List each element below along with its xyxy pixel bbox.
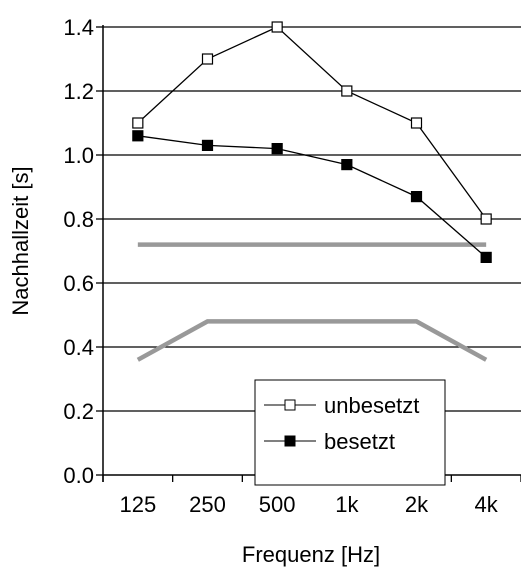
- y-axis-title: Nachhallzeit [s]: [8, 166, 33, 315]
- x-tick-label: 125: [119, 492, 156, 517]
- y-tick-label: 1.4: [63, 15, 94, 40]
- y-tick-label: 1.2: [63, 79, 94, 104]
- legend-label-besetzt: besetzt: [324, 429, 395, 454]
- tolerance-line-2: [136, 319, 488, 362]
- x-axis-title: Frequenz [Hz]: [242, 542, 380, 567]
- series-lines: [132, 21, 492, 263]
- series-line-unbesetzt: [137, 26, 487, 220]
- data-point-besetzt: [341, 159, 353, 171]
- x-tick-label: 1k: [335, 492, 359, 517]
- grid-lines: [103, 26, 521, 412]
- y-tick-label: 0.6: [63, 271, 94, 296]
- data-point-besetzt: [410, 191, 423, 203]
- x-tick-label: 2k: [405, 492, 429, 517]
- tick-labels: 0.0 0.2 0.4 0.6 0.8 1.0 1.2 1.4 125 250 500 1k 2k 4k: [63, 15, 498, 517]
- legend-label-unbesetzt: unbesetzt: [324, 393, 419, 418]
- data-point-besetzt: [132, 130, 144, 142]
- data-point-besetzt: [201, 139, 214, 151]
- data-point-besetzt: [271, 143, 283, 155]
- data-point-besetzt: [480, 251, 492, 263]
- data-point-unbesetzt: [132, 117, 144, 129]
- legend-marker-besetzt: [284, 435, 296, 447]
- tolerance-lines: [136, 242, 488, 362]
- data-point-unbesetzt: [341, 85, 353, 97]
- x-tick-label: 250: [189, 492, 226, 517]
- data-point-unbesetzt: [271, 21, 283, 33]
- data-point-unbesetzt: [201, 53, 214, 65]
- y-tick-label: 1.0: [63, 143, 94, 168]
- y-tick-label: 0.4: [63, 335, 94, 360]
- legend: unbesetzt besetzt: [254, 379, 446, 486]
- series-line-besetzt: [137, 135, 487, 258]
- y-tick-label: 0.8: [63, 207, 94, 232]
- legend-marker-unbesetzt: [284, 399, 296, 411]
- x-tick-label: 500: [259, 492, 296, 517]
- data-point-unbesetzt: [480, 213, 492, 225]
- x-tick-label: 4k: [475, 492, 499, 517]
- legend-box: [254, 379, 446, 486]
- y-tick-label: 0.2: [63, 399, 94, 424]
- y-tick-label: 0.0: [63, 463, 94, 488]
- data-point-unbesetzt: [410, 117, 423, 129]
